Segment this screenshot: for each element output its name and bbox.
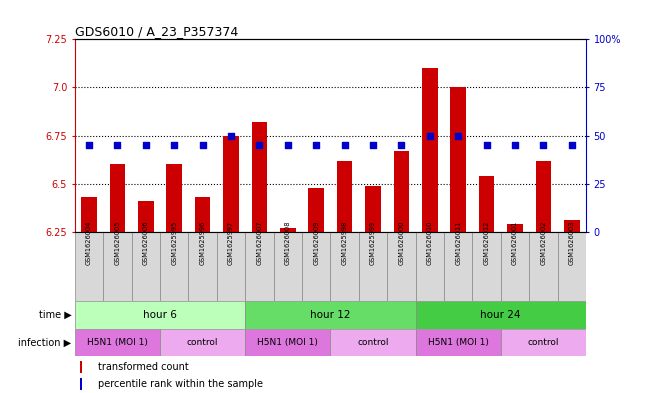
Bar [330,232,359,301]
Point [424,132,435,139]
Bar [138,201,154,232]
Bar [337,161,352,232]
Text: GSM1626002: GSM1626002 [540,220,546,265]
Text: GSM1626005: GSM1626005 [115,220,120,265]
Point [368,142,378,148]
Point [510,142,520,148]
Text: control: control [187,338,218,347]
Text: hour 24: hour 24 [480,310,521,320]
Text: GSM1626000: GSM1626000 [398,220,404,265]
Bar [302,232,330,301]
Text: GSM1626001: GSM1626001 [512,220,518,265]
Bar [529,232,557,301]
Bar [422,68,437,232]
Bar [450,87,466,232]
Text: GSM1625995: GSM1625995 [171,220,177,265]
Bar [245,232,273,301]
Bar [188,232,217,301]
Point [283,142,293,148]
Text: H5N1 (MOI 1): H5N1 (MOI 1) [87,338,148,347]
Point [566,142,577,148]
Text: GSM1626009: GSM1626009 [313,220,319,265]
Bar [160,232,188,301]
Bar [273,232,302,301]
Text: control: control [527,338,559,347]
Bar [104,232,132,301]
Point [112,142,122,148]
Bar [75,329,160,356]
Bar [132,232,160,301]
Text: transformed count: transformed count [98,362,189,372]
Text: GSM1626008: GSM1626008 [284,220,291,265]
Bar [330,329,415,356]
Text: GSM1625996: GSM1625996 [200,220,206,265]
Bar [365,185,381,232]
Text: GSM1626004: GSM1626004 [86,220,92,265]
Text: time ▶: time ▶ [39,310,72,320]
Bar [473,232,501,301]
Text: infection ▶: infection ▶ [18,337,72,347]
Bar [75,232,104,301]
Bar [245,329,330,356]
Bar [478,176,494,232]
Bar [557,232,586,301]
Bar [501,329,586,356]
Bar [507,224,523,232]
Point [84,142,94,148]
Point [141,142,151,148]
Text: GSM1626011: GSM1626011 [455,220,461,265]
Text: hour 6: hour 6 [143,310,177,320]
Text: GSM1625998: GSM1625998 [342,220,348,265]
Bar [217,232,245,301]
Text: GSM1625997: GSM1625997 [228,220,234,265]
Bar [280,228,296,232]
Text: GSM1625999: GSM1625999 [370,221,376,265]
Point [311,142,322,148]
Bar [81,197,97,232]
Point [254,142,264,148]
Bar [109,164,125,232]
Text: GSM1626010: GSM1626010 [427,220,433,265]
Bar [75,301,245,329]
Bar [415,301,586,329]
Bar [160,329,245,356]
Bar [415,232,444,301]
Bar [251,122,267,232]
Point [481,142,492,148]
Text: GSM1626012: GSM1626012 [484,220,490,265]
Bar [195,197,210,232]
Bar [415,329,501,356]
Bar [309,187,324,232]
Point [453,132,464,139]
Point [169,142,180,148]
Bar [536,161,551,232]
Text: GSM1626006: GSM1626006 [143,220,149,265]
Bar [223,136,239,232]
Bar [444,232,473,301]
Point [396,142,407,148]
Point [538,142,549,148]
Point [226,132,236,139]
Bar [564,220,579,232]
Text: H5N1 (MOI 1): H5N1 (MOI 1) [257,338,318,347]
Bar [80,361,81,373]
Point [197,142,208,148]
Text: GDS6010 / A_23_P357374: GDS6010 / A_23_P357374 [75,25,238,38]
Text: GSM1626007: GSM1626007 [256,220,262,265]
Bar [394,151,409,232]
Bar [359,232,387,301]
Bar [245,301,415,329]
Bar [167,164,182,232]
Bar [501,232,529,301]
Text: percentile rank within the sample: percentile rank within the sample [98,379,263,389]
Text: control: control [357,338,389,347]
Bar [387,232,415,301]
Text: GSM1626003: GSM1626003 [569,220,575,265]
Point [339,142,350,148]
Text: hour 12: hour 12 [310,310,351,320]
Text: H5N1 (MOI 1): H5N1 (MOI 1) [428,338,489,347]
Bar [80,378,81,390]
